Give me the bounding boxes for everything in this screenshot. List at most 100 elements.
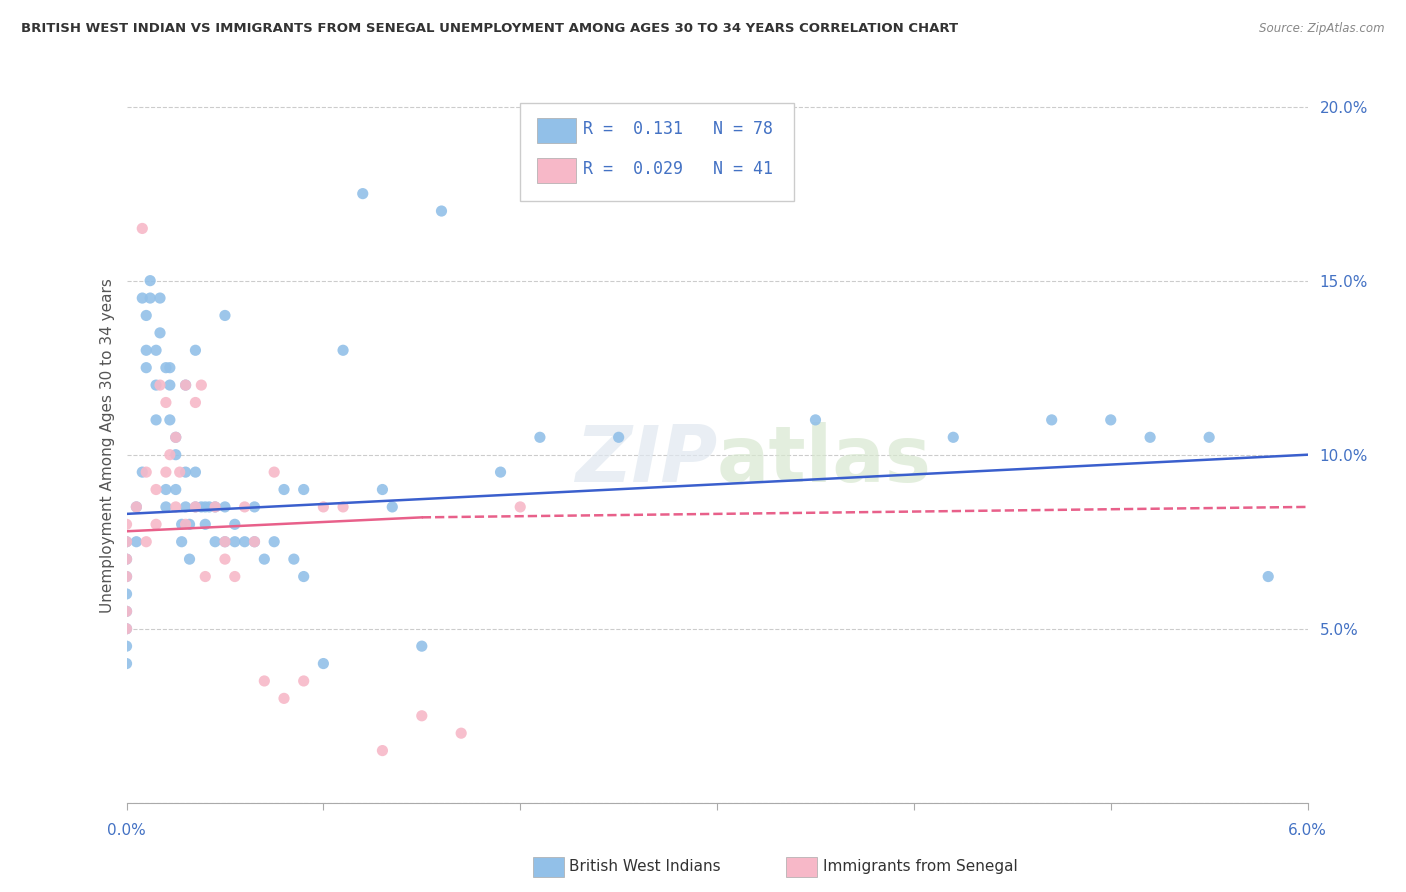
Point [145,413,167,427]
Point [169,465,191,479]
Point [135,343,157,358]
Point [115,604,138,618]
Point [224,517,246,532]
Point [1257,569,1279,583]
Point [125,500,148,514]
Point [312,500,335,514]
Text: BRITISH WEST INDIAN VS IMMIGRANTS FROM SENEGAL UNEMPLOYMENT AMONG AGES 30 TO 34 : BRITISH WEST INDIAN VS IMMIGRANTS FROM S… [21,22,959,36]
Text: Source: ZipAtlas.com: Source: ZipAtlas.com [1260,22,1385,36]
Y-axis label: Unemployment Among Ages 30 to 34 years: Unemployment Among Ages 30 to 34 years [100,278,115,614]
Point [115,639,138,653]
Point [159,360,181,375]
Point [115,569,138,583]
Point [174,465,197,479]
Point [332,343,354,358]
Point [283,552,305,566]
Point [224,534,246,549]
Point [125,534,148,549]
Point [131,465,153,479]
Point [174,500,197,514]
Point [115,552,138,566]
Point [529,430,551,444]
Point [159,413,181,427]
Point [115,517,138,532]
Point [184,500,207,514]
Point [165,500,187,514]
Point [292,483,315,497]
Point [450,726,472,740]
Point [145,343,167,358]
Point [194,517,217,532]
Point [155,483,177,497]
Point [149,326,172,340]
Point [253,673,276,688]
Point [165,483,187,497]
Point [204,500,226,514]
Point [135,465,157,479]
Point [115,604,138,618]
Point [179,552,201,566]
Point [263,534,285,549]
Text: ZIP: ZIP [575,422,717,499]
Point [214,309,236,323]
Point [214,552,236,566]
Point [155,395,177,409]
Point [179,517,201,532]
Point [145,483,167,497]
Text: atlas: atlas [717,422,932,499]
Point [233,500,256,514]
Point [430,204,453,219]
Point [198,500,221,514]
Text: 6.0%: 6.0% [1288,823,1327,838]
Point [204,500,226,514]
Point [135,309,157,323]
Point [190,500,212,514]
Point [332,500,354,514]
Text: R =  0.029   N = 41: R = 0.029 N = 41 [583,161,773,178]
Point [165,430,187,444]
Point [253,552,276,566]
Point [411,708,433,723]
Point [312,657,335,671]
Point [174,378,197,392]
Point [243,534,266,549]
Point [131,221,153,235]
Point [149,378,172,392]
Point [371,743,394,757]
Point [174,517,197,532]
Point [411,639,433,653]
Point [214,534,236,549]
Point [115,534,138,549]
Point [292,673,315,688]
Point [489,465,512,479]
Point [115,657,138,671]
Point [145,517,167,532]
Point [184,465,207,479]
Point [135,360,157,375]
Text: British West Indians: British West Indians [569,859,721,873]
Point [184,343,207,358]
Point [243,500,266,514]
Point [204,534,226,549]
Point [273,691,295,706]
Point [942,430,965,444]
Point [381,500,404,514]
Point [115,622,138,636]
Point [155,465,177,479]
Point [1099,413,1122,427]
Point [115,622,138,636]
Point [273,483,295,497]
Point [131,291,153,305]
Text: 0.0%: 0.0% [107,823,146,838]
Point [159,378,181,392]
Point [194,569,217,583]
Point [233,534,256,549]
Point [1198,430,1220,444]
Point [1040,413,1063,427]
Point [352,186,374,201]
Text: R =  0.131   N = 78: R = 0.131 N = 78 [583,120,773,138]
Point [194,500,217,514]
Point [371,483,394,497]
Point [214,500,236,514]
Point [509,500,531,514]
